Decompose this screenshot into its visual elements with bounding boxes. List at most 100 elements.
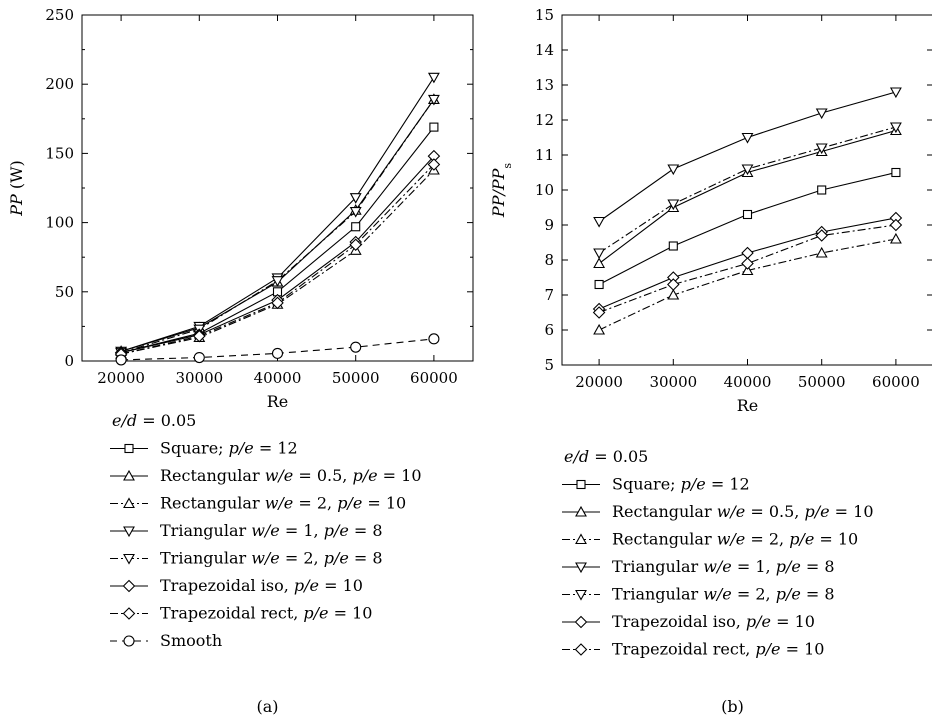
data-point [741,246,754,260]
legend-label-part: Trapezoidal rect, [160,604,303,623]
legend-label-part: = 1, [732,557,776,576]
legend-label-part: Trapezoidal rect, [612,640,755,659]
data-point [594,279,604,290]
legend-marker [575,562,587,574]
legend-marker [123,635,135,647]
legend-label-part: = 10 [830,502,874,521]
legend-entry-1: Rectangular w/e = 0.5, p/e = 10 [562,502,874,521]
y-axis-label-symbol-2: PP [489,168,508,191]
y-tick-label: 7 [544,286,554,304]
data-point [815,246,828,258]
legend-label-part: Square; [612,475,681,494]
data-point [668,241,678,251]
legend-entry-0: Square; p/e = 12 [110,439,298,458]
legend-label-part: = 10 [378,466,422,485]
legend-label: Rectangular w/e = 0.5, p/e = 10 [160,466,422,485]
legend-marker [122,579,136,593]
legend-header-value: = 0.05 [589,447,648,466]
y-tick-label: 14 [535,41,554,59]
legend-marker [575,589,587,601]
y-tick-label: 250 [45,6,74,24]
data-point [815,229,828,242]
data-point [592,306,606,319]
legend-label: Rectangular w/e = 2, p/e = 10 [160,494,406,513]
legend-marker [574,615,588,629]
series-line [120,169,435,355]
legend-header: e/d = 0.05 [564,447,648,466]
legend-entry-5: Trapezoidal iso, p/e = 10 [562,612,815,631]
series-0 [116,122,439,358]
data-point [427,72,440,84]
legend-header-slash: / [571,447,580,466]
data-point [741,132,754,144]
series-line [598,126,897,254]
y-tick-label: 5 [544,356,554,374]
legend-label: Triangular w/e = 1, p/e = 8 [160,521,383,540]
legend-marker [123,553,135,565]
legend-label-part: = 10 [329,604,373,623]
series-line [120,126,435,354]
legend-entry-0: Square; p/e = 12 [562,475,750,494]
x-tick-label: 40000 [254,369,302,387]
legend-marker [123,497,135,509]
x-tick-label: 30000 [175,369,223,387]
series-0 [594,167,901,290]
data-point [271,296,284,310]
legend-label-part: p/e [789,530,814,549]
legend-marker [575,533,587,545]
y-tick-label: 8 [544,251,554,269]
y-tick-label: 15 [535,6,554,24]
legend-label-part: Rectangular [612,530,717,549]
data-point [271,347,284,359]
legend-label-part: w/e [717,502,746,521]
legend-entry-7: Smooth [110,631,222,650]
legend-entry-6: Trapezoidal rect, p/e = 10 [562,640,824,659]
legend-label-part: = 0.5, [745,502,804,521]
legend-label-part: = 8 [801,585,835,604]
data-point [427,94,440,106]
x-tick-label: 20000 [97,369,145,387]
legend-label-part: = 10 [771,612,815,631]
legend-header: e/d = 0.05 [112,411,196,430]
legend-marker [574,643,588,656]
data-point [428,333,440,345]
x-tick-label: 20000 [575,373,623,391]
data-point [889,218,903,232]
x-tick-label: 30000 [649,373,697,391]
y-tick-label: 6 [544,321,554,339]
data-point [593,216,606,228]
chart-panel-a: 0 50 100 150 200 250 20000 30000 40000 50000 60000… [7,6,474,716]
legend-label-part: Triangular [160,549,251,568]
series-line [120,76,435,352]
legend-label: Trapezoidal rect, p/e = 10 [612,640,824,659]
legend-label-part: w/e [265,466,294,485]
legend-label-part: w/e [703,557,732,576]
legend-entry-1: Rectangular w/e = 0.5, p/e = 10 [110,466,422,485]
legend-label-part: Triangular [612,585,703,604]
data-point [741,264,754,276]
y-tick-label: 11 [535,146,554,164]
data-point [593,248,606,260]
legend-label: Trapezoidal iso, p/e = 10 [612,612,815,631]
data-point [193,329,206,343]
data-point [889,122,902,134]
data-point [815,108,828,120]
y-tick-label: 13 [535,76,554,94]
y-tick-label: 100 [45,214,74,232]
data-point [667,164,680,176]
legend-label-part: p/e [294,576,319,595]
legend-marker [124,443,134,454]
legend-label-part: Triangular [612,557,703,576]
legend-label-part: = 10 [362,494,406,513]
data-point [427,158,441,171]
data-point [667,288,680,300]
legend-header-e: e [112,411,121,430]
y-axis-label-subscript: s [501,163,514,169]
chart-panel-b: 5 6 7 8 9 10 11 12 13 14 15 20000 30000 40000 50000 600… [489,6,932,716]
legend-entry-3: Triangular w/e = 1, p/e = 8 [562,557,835,576]
x-tick-label: 50000 [332,369,380,387]
legend-label: Rectangular w/e = 0.5, p/e = 10 [612,502,874,521]
legend-label-part: = 12 [706,475,750,494]
legend-label-part: w/e [265,494,294,513]
y-axis-label-symbol: PP [489,195,508,218]
